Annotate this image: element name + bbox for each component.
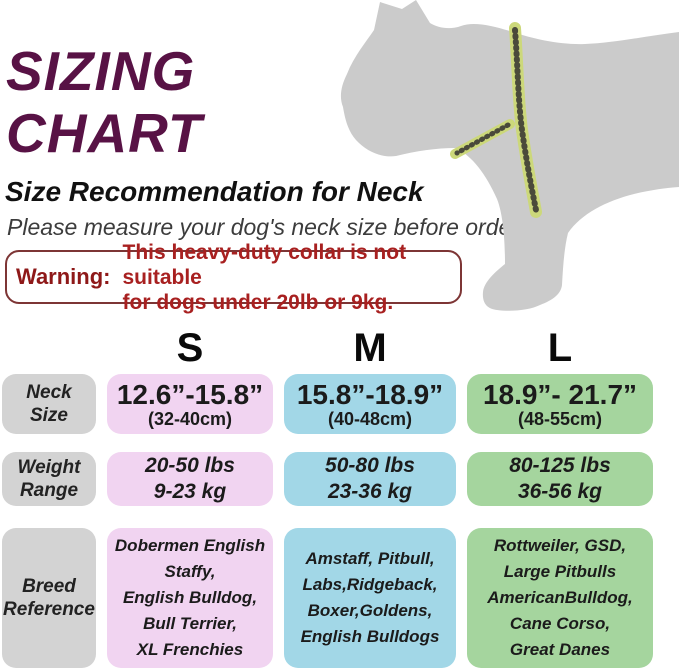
size-header-l: L [547,326,573,370]
row-label-neck-size: Neck Size [2,374,96,434]
size-header-m: M [353,326,387,370]
measuring-tape-icon [450,22,542,218]
neck-size-cell-m: 15.8”-18.9” (40-48cm) [284,374,456,434]
dog-illustration [334,0,679,318]
size-table: S M L Neck Size 12.6”-15.8” (32-40cm) 15… [2,326,655,672]
warning-box: Warning: This heavy-duty collar is not s… [5,241,462,314]
weight-cell-m: 50-80 lbs 23-36 kg [284,452,456,506]
breed-cell-l: Rottweiler, GSD, Large Pitbulls American… [467,528,653,668]
breed-reference-row: Breed Reference Dobermen English Staffy,… [2,528,655,668]
dog-silhouette [340,0,679,311]
breed-cell-m: Amstaff, Pitbull, Labs,Ridgeback, Boxer,… [284,528,456,668]
weight-range-row: Weight Range 20-50 lbs 9-23 kg 50-80 lbs… [2,452,655,506]
row-label-weight-range: Weight Range [2,452,96,506]
warning-text: This heavy-duty collar is not suitable f… [122,240,407,314]
neck-size-cell-l: 18.9”- 21.7” (48-55cm) [467,374,653,434]
neck-size-row: Neck Size 12.6”-15.8” (32-40cm) 15.8”-18… [2,374,655,434]
warning-label: Warning: [16,264,111,289]
weight-cell-l: 80-125 lbs 36-56 kg [467,452,653,506]
measure-note: Please measure your dog's neck size befo… [7,214,550,240]
page-subtitle: Size Recommendation for Neck [5,176,424,207]
breed-cell-s: Dobermen English Staffy, English Bulldog… [107,528,273,668]
size-header-s: S [176,326,204,370]
weight-cell-s: 20-50 lbs 9-23 kg [107,452,273,506]
row-label-breed-reference: Breed Reference [2,528,96,668]
header-spacer [2,326,96,371]
page-title: SIZING CHART [6,40,203,164]
neck-size-cell-s: 12.6”-15.8” (32-40cm) [107,374,273,434]
size-header-row: S M L [2,326,655,370]
